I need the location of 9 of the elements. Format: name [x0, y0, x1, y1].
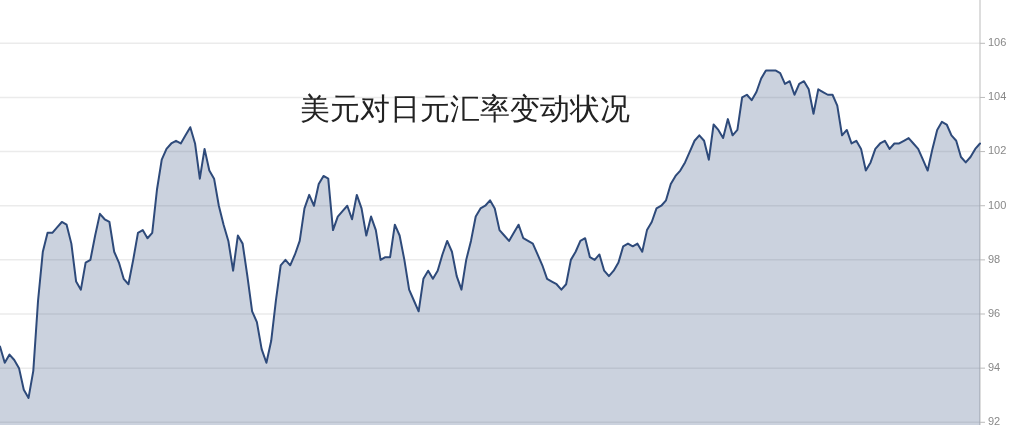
y-tick-label: 96 [988, 306, 1001, 319]
y-tick-label: 94 [988, 361, 1001, 374]
text: 美元对日元汇率变动状况 [300, 90, 630, 126]
y-tick-label: 92 [988, 415, 1001, 425]
y-tick-label: 106 [988, 36, 1007, 49]
y-tick-label: 102 [988, 144, 1007, 157]
y-tick-label: 100 [988, 198, 1007, 211]
y-tick-label: 98 [988, 252, 1001, 265]
y-tick-label: 104 [988, 90, 1007, 103]
